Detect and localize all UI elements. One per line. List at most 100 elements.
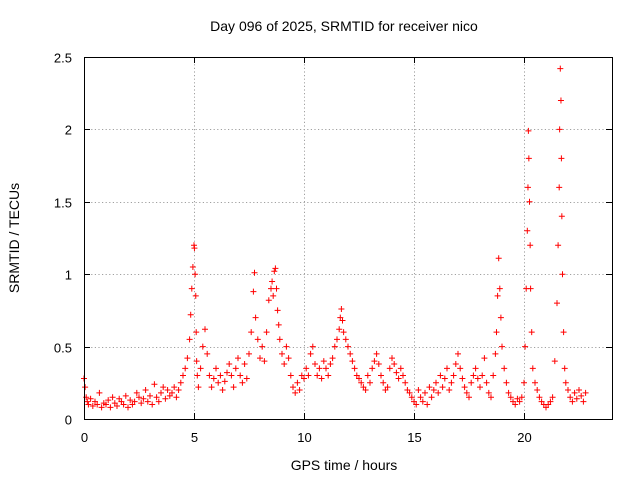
data-point (512, 401, 519, 408)
data-point (171, 384, 178, 391)
data-point (516, 398, 523, 405)
data-point (127, 397, 134, 404)
data-point (235, 355, 241, 362)
data-point (580, 398, 587, 405)
data-point (558, 155, 565, 162)
y-tick-label: 1.5 (54, 196, 72, 211)
data-point (194, 372, 201, 379)
data-point (259, 343, 266, 350)
data-point (221, 378, 228, 385)
data-point (334, 336, 340, 343)
data-point (228, 372, 235, 379)
data-point (557, 97, 564, 104)
data-point (122, 392, 129, 399)
data-point (446, 387, 453, 394)
data-point (318, 375, 325, 382)
data-point (107, 404, 114, 411)
data-point (422, 389, 428, 396)
y-tick-label: 1 (65, 268, 72, 283)
data-point (378, 372, 384, 379)
data-point (358, 379, 365, 386)
data-point (397, 365, 404, 372)
data-point (188, 285, 195, 292)
data-point (479, 372, 486, 379)
data-point (275, 321, 282, 328)
data-point (494, 292, 501, 299)
data-point (147, 392, 153, 399)
data-point (457, 365, 464, 372)
data-point (153, 394, 160, 401)
data-point (158, 389, 164, 396)
data-point (375, 360, 382, 367)
data-point (459, 375, 466, 382)
data-point (250, 288, 257, 295)
data-point (528, 329, 535, 336)
data-point (96, 389, 103, 396)
data-point (192, 292, 199, 299)
data-point (373, 350, 380, 357)
data-point (204, 350, 211, 357)
y-tick-label: 0 (65, 413, 72, 428)
data-point (142, 387, 149, 394)
data-point (292, 389, 299, 396)
y-tick-label: 0.5 (54, 341, 72, 356)
x-axis-label: GPS time / hours (291, 457, 398, 473)
data-point (505, 389, 512, 396)
data-point (488, 394, 494, 401)
data-point (89, 402, 96, 409)
data-point (417, 394, 424, 401)
data-point (312, 360, 318, 367)
data-point (349, 358, 356, 365)
data-point (151, 381, 158, 388)
data-point (485, 389, 492, 396)
data-point (389, 355, 395, 362)
data-point (493, 329, 500, 336)
data-point (210, 375, 217, 382)
data-point (173, 394, 180, 401)
data-point (224, 369, 230, 376)
data-point (193, 329, 200, 336)
data-point (356, 375, 362, 382)
data-point (290, 384, 296, 391)
data-point (268, 285, 274, 292)
data-point (296, 387, 303, 394)
data-point (384, 384, 391, 391)
data-point (371, 358, 378, 365)
data-point (450, 372, 457, 379)
data-point (305, 372, 312, 379)
data-point (189, 263, 196, 270)
data-point (503, 379, 510, 386)
data-point (193, 358, 200, 365)
data-point (272, 265, 279, 272)
data-point (269, 278, 276, 285)
x-tick-label: 0 (81, 430, 88, 445)
data-point (287, 372, 294, 379)
data-point (85, 401, 92, 408)
data-point (481, 355, 488, 362)
data-point (426, 384, 433, 391)
data-point (331, 343, 338, 350)
data-point (274, 307, 281, 314)
data-point (342, 336, 349, 343)
data-point (576, 387, 582, 394)
data-point (131, 398, 138, 405)
data-point (525, 155, 532, 162)
data-point (556, 126, 563, 133)
data-point (339, 317, 346, 324)
data-point (562, 379, 569, 386)
data-point (582, 389, 589, 396)
data-point (133, 389, 140, 396)
data-point (402, 379, 409, 386)
data-point (241, 360, 248, 367)
data-point (466, 394, 472, 401)
data-point (386, 365, 393, 372)
data-point (283, 343, 290, 350)
data-point (415, 387, 422, 394)
data-point (554, 300, 560, 307)
data-point (435, 389, 442, 396)
data-point (474, 375, 481, 382)
data-point (257, 355, 263, 362)
data-point (501, 365, 508, 372)
